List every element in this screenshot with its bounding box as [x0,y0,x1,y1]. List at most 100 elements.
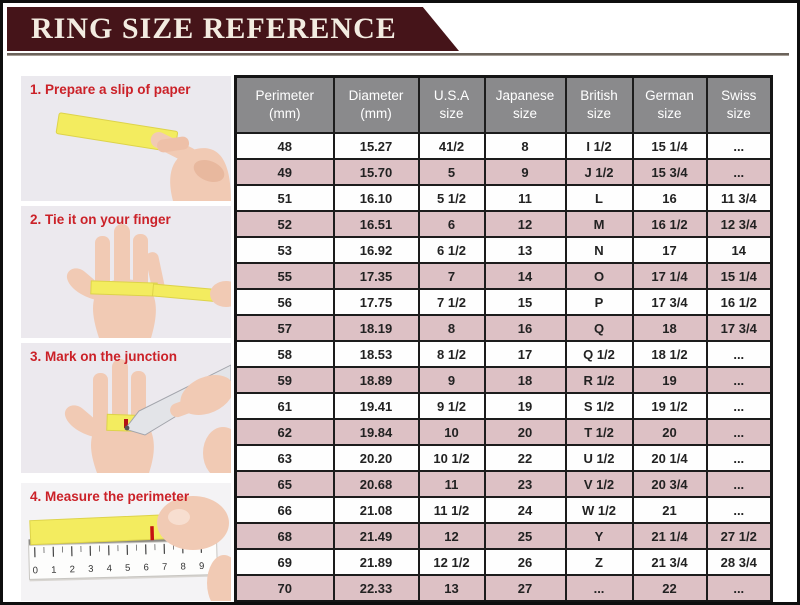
table-cell: 62 [234,418,335,446]
table-cell: ... [705,158,773,186]
table-cell: 18 [483,366,567,394]
table-cell: Z [564,548,634,576]
step4-photo-ruler-measurement: 0 1 2 3 4 5 6 7 8 9 [21,483,231,601]
table-cell: 20 [483,418,567,446]
table-cell: 19.84 [332,418,420,446]
ruler-number: 8 [180,561,186,572]
table-cell: 5 [417,158,486,186]
column-header: Japanese size [483,75,567,134]
table-cell: 61 [234,392,335,420]
table-cell: 17 [483,340,567,368]
table-cell: ... [705,574,773,602]
table-cell: 8 1/2 [417,340,486,368]
ruler-number: 7 [162,562,168,573]
table-cell: 18 1/2 [631,340,708,368]
table-cell: 15.27 [332,132,420,160]
table-cell: 21 3/4 [631,548,708,576]
table-cell: 21.08 [332,496,420,524]
step4-label: 4. Measure the perimeter [30,489,190,504]
table-cell: 11 [417,470,486,498]
table-cell: 58 [234,340,335,368]
table-cell: V 1/2 [564,470,634,498]
table-cell: 52 [234,210,335,238]
table-cell: 68 [234,522,335,550]
table-cell: 59 [234,366,335,394]
table-cell: 16.92 [332,236,420,264]
table-cell: 17 3/4 [631,288,708,316]
table-cell: 11 [483,184,567,212]
table-cell: 51 [234,184,335,212]
table-cell: 8 [417,314,486,342]
step1-panel: 1. Prepare a slip of paper [21,76,231,201]
ruler-number: 1 [51,565,57,576]
table-row: 63 20.20 10 1/2 22 U 1/2 20 1/4... [234,444,773,472]
step1-label: 1. Prepare a slip of paper [30,82,191,97]
table-cell: 55 [234,262,335,290]
table-row: 69 21.89 12 1/2 26 Z 21 3/4 28 3/4 [234,548,773,576]
ruler-number: 3 [88,564,94,575]
table-cell: 9 1/2 [417,392,486,420]
table-cell: 20 1/4 [631,444,708,472]
table-cell: 10 1/2 [417,444,486,472]
table-row: 58 18.53 8 1/2 17 Q 1/2 18 1/2... [234,340,773,368]
page-title: RING SIZE REFERENCE [31,12,397,45]
table-cell: 16.51 [332,210,420,238]
table-cell: 21.89 [332,548,420,576]
table-cell: Q [564,314,634,342]
table-row: 68 21.49 12 25 Y 21 1/4 27 1/2 [234,522,773,550]
table-cell: 12 1/2 [417,548,486,576]
table-cell: 23 [483,470,567,498]
table-cell: 22 [483,444,567,472]
table-cell: 21 1/4 [631,522,708,550]
table-cell: 48 [234,132,335,160]
table-cell: 20.20 [332,444,420,472]
table-row: 62 19.84 10 20 T 1/2 20... [234,418,773,446]
table-cell: 15 1/4 [705,262,773,290]
table-cell: 56 [234,288,335,316]
table-cell: 27 [483,574,567,602]
table-cell: ... [705,392,773,420]
table-cell: 13 [483,236,567,264]
table-cell: 19 [631,366,708,394]
table-row: 59 18.89 9 18 R 1/2 19... [234,366,773,394]
table-row: 48 15.27 41/2 8 I 1/2 15 1/4... [234,132,773,160]
table-cell: 19 [483,392,567,420]
table-cell: 69 [234,548,335,576]
ruler-number: 0 [33,565,39,576]
table-row: 66 21.08 11 1/2 24 W 1/2 21... [234,496,773,524]
table-cell: Q 1/2 [564,340,634,368]
table-cell: ... [705,366,773,394]
table-cell: 63 [234,444,335,472]
table-cell: 17 1/4 [631,262,708,290]
table-cell: 20 3/4 [631,470,708,498]
step4-panel: 4. Measure the perimeter 0 1 2 3 4 5 6 7 [21,483,231,601]
table-row: 56 17.75 7 1/2 15 P 17 3/4 16 1/2 [234,288,773,316]
table-cell: N [564,236,634,264]
table-cell: U 1/2 [564,444,634,472]
table-cell: 17 [631,236,708,264]
table-cell: 15 [483,288,567,316]
table-cell: 6 1/2 [417,236,486,264]
table-row: 61 19.41 9 1/2 19 S 1/2 19 1/2... [234,392,773,420]
table-cell: T 1/2 [564,418,634,446]
table-cell: 16 1/2 [631,210,708,238]
table-cell: 17.35 [332,262,420,290]
table-cell: R 1/2 [564,366,634,394]
table-cell: 20 [631,418,708,446]
ruler-number: 4 [106,563,112,574]
table-cell: ... [705,496,773,524]
ruler-number: 2 [70,564,76,575]
table-cell: 21 [631,496,708,524]
table-cell: ... [705,132,773,160]
table-cell: 20.68 [332,470,420,498]
table-cell: 16 [631,184,708,212]
column-header: Perimeter (mm) [234,75,335,134]
step3-panel: 3. Mark on the junction [21,343,231,473]
column-header: U.S.A size [417,75,486,134]
table-cell: 22.33 [332,574,420,602]
table-cell: 25 [483,522,567,550]
title-banner: RING SIZE REFERENCE [7,7,459,51]
column-header: British size [564,75,634,134]
ruler-number: 5 [125,563,131,574]
